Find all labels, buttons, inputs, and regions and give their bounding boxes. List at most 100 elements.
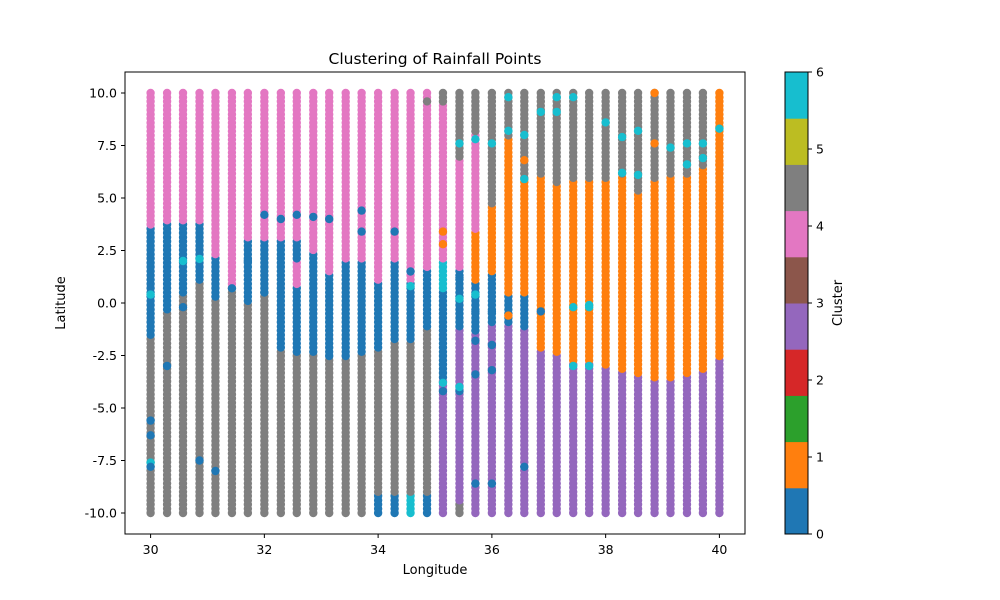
data-point [438,240,448,249]
data-point [211,88,220,98]
data-point [195,88,204,98]
x-tick-label: 36 [484,542,500,557]
data-point [455,139,464,148]
data-point [341,88,350,98]
data-point [211,466,220,476]
data-point [195,456,204,465]
data-point [146,462,155,471]
data-point [390,88,399,98]
data-point [243,256,253,266]
data-point [601,118,610,127]
data-point [309,212,318,222]
colorbar-tick-label: 6 [816,65,824,80]
x-tick-label: 38 [598,542,614,557]
y-axis: -10.0 -7.5 -5.0 -2.5 0.0 2.5 5.0 7.5 10.0 [85,86,125,521]
data-point [406,267,415,276]
data-point [504,93,513,102]
data-point [146,416,155,425]
x-tick-label: 34 [370,542,386,557]
data-point [227,284,237,293]
data-point [260,88,269,98]
data-point [260,210,269,219]
data-point [325,88,334,98]
y-axis-label: Latitude [54,276,69,330]
data-point [584,303,594,312]
colorbar-tick-label: 3 [816,296,824,311]
data-point [455,273,464,282]
data-point [487,340,497,350]
data-point [650,88,659,98]
data-point [487,88,497,98]
data-point [715,160,724,169]
data-point [520,130,529,140]
data-point [357,88,366,98]
data-point [698,139,708,148]
data-point [584,361,594,371]
data-point [487,139,497,148]
data-point [178,256,188,266]
scatter-points [146,88,724,518]
y-tick-label: -2.5 [93,348,117,363]
data-point [178,303,188,312]
data-point [666,143,675,152]
data-point [650,139,659,148]
colorbar-swatch [785,349,808,396]
data-point [584,88,594,98]
colorbar-swatch [785,164,808,212]
data-point [520,156,529,165]
data-point [715,88,724,98]
y-tick-label: -7.5 [93,453,117,468]
data-point [471,88,480,98]
data-point [471,135,480,144]
colorbar-swatch [785,72,808,119]
colorbar-swatch [785,395,808,443]
data-point [569,303,578,312]
data-point [438,387,448,396]
y-tick-label: 0.0 [97,296,117,311]
colorbar-swatch [785,303,808,350]
colorbar-tick-label: 1 [816,450,824,465]
data-point [536,88,545,98]
data-point [422,88,432,98]
data-point [146,88,155,98]
data-point [357,227,366,236]
data-point [243,88,253,98]
y-tick-label: -5.0 [93,401,117,416]
data-point [227,88,237,98]
data-point [682,139,692,148]
colorbar-swatch [785,487,808,535]
data-point [504,126,513,135]
colorbar-swatch [785,441,808,489]
data-point [666,88,675,98]
data-point [487,366,497,375]
data-point [162,88,172,98]
data-point [487,479,497,488]
data-point [406,282,415,291]
data-point [373,88,383,98]
x-axis-label: Longitude [403,563,468,578]
y-tick-label: 2.5 [97,243,117,258]
data-point [276,214,286,224]
data-point [552,107,561,117]
data-point [357,206,366,215]
data-point [471,307,480,316]
data-point [178,88,188,98]
data-point [438,227,448,236]
data-point [471,479,480,488]
x-axis: 30 32 34 36 38 40 [143,534,727,557]
data-point [617,168,627,177]
data-point [455,382,464,392]
data-point [633,126,643,135]
x-tick-label: 32 [256,542,272,557]
data-point [292,210,301,219]
colorbar-swatch [785,210,808,258]
data-point [438,88,448,98]
data-point [617,88,627,98]
colorbar-tick-label: 5 [816,142,824,157]
data-point [487,307,497,316]
data-point [292,88,301,98]
data-point [309,88,318,98]
data-point [633,88,643,98]
data-point [682,88,692,98]
